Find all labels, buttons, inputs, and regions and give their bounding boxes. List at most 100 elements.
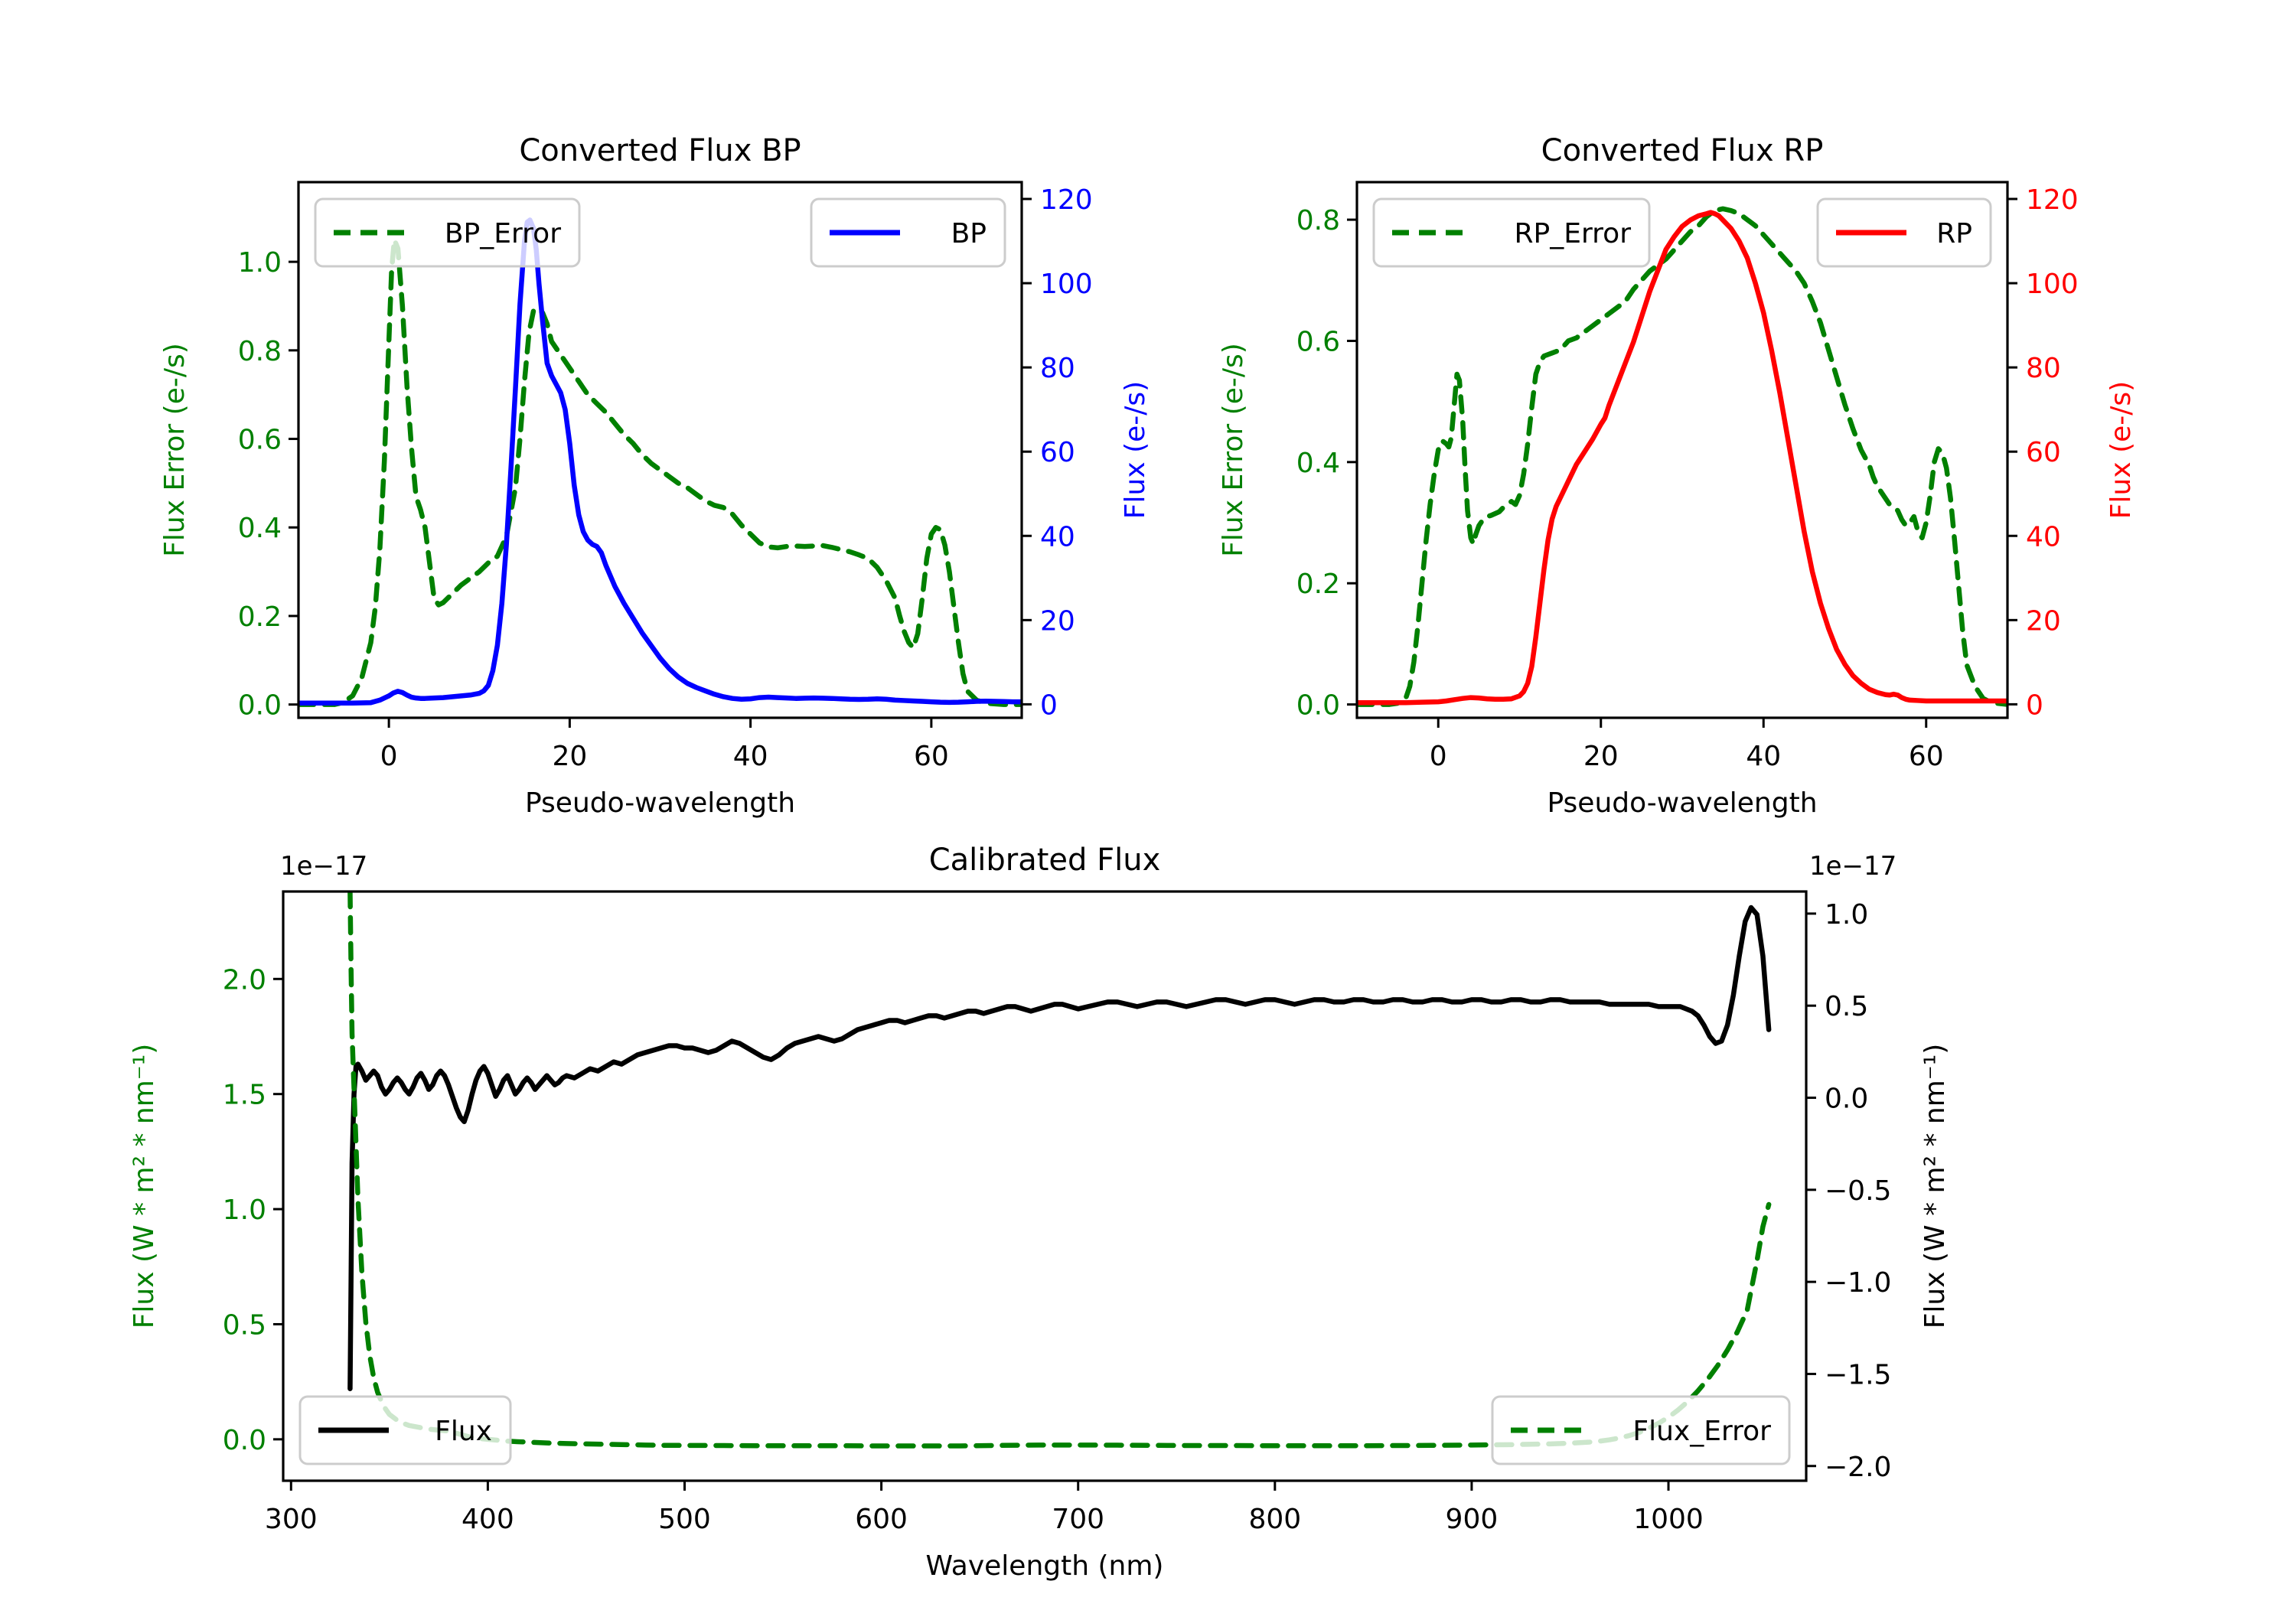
y-ticklabel-left: 0.4 [1296,448,1340,479]
y-ticklabel-right: −1.5 [1825,1359,1891,1390]
legend-label: Flux [435,1416,492,1447]
y-axis-label-left: Flux Error (e-/s) [1218,343,1249,557]
y-ticklabel-right: 20 [1040,605,1075,637]
axes-rp_panel: Converted Flux RP 0 20 40 60 Pseudo-wavelengt… [1218,133,2137,819]
x-ticklabel: 600 [855,1504,908,1535]
y-ticklabel-right: 100 [2026,269,2079,300]
legend-label: BP [951,218,987,249]
y-ticklabel-right: 60 [1040,437,1075,468]
legend-box [810,197,1006,268]
legend-flux_error[interactable]: Flux_Error [1491,1395,1791,1465]
y-ticklabel-left: 1.0 [223,1195,266,1226]
legend-rp[interactable]: RP [1816,197,1992,268]
y-axis-label-right: Flux (e-/s) [2105,381,2137,519]
legend-bp[interactable]: BP [810,197,1006,268]
curves [298,217,1022,707]
y-ticklabel-right: 80 [2026,353,2061,384]
x-ticklabel: 20 [1583,741,1619,772]
y-ticklabel-left: 1.5 [223,1080,266,1111]
y-ticklabel-left: 0.4 [238,513,282,544]
y-axis-label-left: Flux Error (e-/s) [159,343,191,557]
legend-label: Flux_Error [1632,1416,1771,1447]
y-ticklabel-right: 1.0 [1825,899,1868,931]
y-ticklabel-right: −1.0 [1825,1267,1891,1299]
legend-flux[interactable]: Flux [298,1395,512,1465]
axes-bp_panel: Converted Flux BP 0 20 40 60 Pseudo-wavelengt… [159,133,1151,819]
y-axis-label-left: Flux (W * m² * nm⁻¹) [129,1044,160,1329]
y-ticklabel-left: 0.0 [223,1425,266,1456]
y-ticklabel-right: 80 [1040,353,1075,384]
y-ticklabel-right: 40 [1040,521,1075,553]
x-ticklabel: 400 [461,1504,514,1535]
x-ticklabel: 40 [733,741,768,772]
x-ticklabel: 900 [1446,1504,1499,1535]
legend-box [1491,1395,1791,1465]
y-ticklabel-left: 0.5 [223,1309,266,1341]
x-ticklabel: 500 [658,1504,711,1535]
x-ticklabel: 20 [552,741,587,772]
y-ticklabel-right: 120 [2026,184,2079,216]
series-rp [1357,210,2007,706]
offset-text-left: 1e−17 [280,851,367,882]
y-axis-label-right: Flux (e-/s) [1120,381,1151,519]
x-ticklabel: 60 [1909,741,1944,772]
x-axis-label: Pseudo-wavelength [1547,787,1817,819]
y-ticklabel-left: 0.6 [1296,326,1340,357]
series-rp_error [1357,206,2007,707]
x-ticklabel: 800 [1248,1504,1301,1535]
series-flux [347,905,1772,1391]
y-ticklabel-right: 0.5 [1825,991,1868,1022]
series-flux_error [347,892,1772,1449]
y-ticklabel-right: 0.0 [1825,1084,1868,1115]
x-ticklabel: 300 [265,1504,318,1535]
y-ticklabel-left: 2.0 [223,964,266,996]
y-ticklabel-right: −2.0 [1825,1452,1891,1483]
chart-title: Converted Flux BP [519,133,801,168]
curves [1357,206,2007,707]
y-ticklabel-left: 0.0 [238,690,282,722]
legend-rp_error[interactable]: RP_Error [1372,197,1651,268]
x-ticklabel: 700 [1052,1504,1104,1535]
legend-label: RP [1936,218,1972,249]
y-ticklabel-left: 0.6 [238,425,282,456]
legend-bp_error[interactable]: BP_Error [314,197,581,268]
axes-calibrated_panel: Calibrated Flux 300 400 500 600 700 800 900 1000… [129,843,1951,1582]
series-bp_error [298,236,1022,707]
y-ticklabel-right: 0 [2026,689,2043,721]
axes-frame [282,890,1808,1482]
x-axis-label: Wavelength (nm) [926,1550,1164,1582]
offset-text-right: 1e−17 [1809,851,1896,882]
chart-title: Converted Flux RP [1541,133,1824,168]
x-ticklabel: 1000 [1633,1504,1704,1535]
y-axis-label-right: Flux (W * m² * nm⁻¹) [1919,1044,1951,1329]
x-ticklabel: 40 [1746,741,1781,772]
y-ticklabel-left: 0.0 [1296,690,1340,722]
y-ticklabel-right: 60 [2026,437,2061,468]
y-ticklabel-right: 120 [1040,184,1093,216]
axes-frame [297,181,1023,719]
y-ticklabel-right: −0.5 [1825,1175,1891,1207]
y-ticklabel-left: 1.0 [238,247,282,279]
x-ticklabel: 0 [1430,741,1447,772]
y-ticklabel-right: 20 [2026,605,2061,637]
legend-box [298,1395,512,1465]
curves [347,892,1772,1449]
chart-title: Calibrated Flux [929,843,1161,878]
y-ticklabel-right: 0 [1040,689,1058,721]
legend-box [314,197,581,268]
y-ticklabel-left: 0.2 [238,601,282,633]
y-ticklabel-right: 40 [2026,521,2061,553]
axes-frame [1355,181,2009,719]
x-ticklabel: 60 [914,741,949,772]
y-ticklabel-left: 0.8 [238,336,282,367]
y-ticklabel-left: 0.2 [1296,569,1340,600]
x-ticklabel: 0 [380,741,398,772]
series-bp [298,217,1022,706]
x-axis-label: Pseudo-wavelength [525,787,795,819]
legend-box [1372,197,1651,268]
y-ticklabel-left: 0.8 [1296,205,1340,236]
legend-label: BP_Error [445,218,561,249]
y-ticklabel-right: 100 [1040,269,1093,300]
